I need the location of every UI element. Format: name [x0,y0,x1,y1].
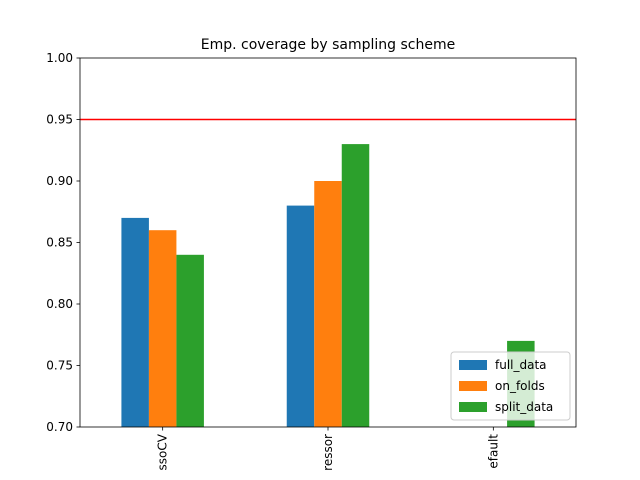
legend-label-on_folds: on_folds [495,379,545,393]
y-tick-label-4: 0.90 [46,174,73,188]
legend-swatch-split_data [459,402,487,412]
chart-title: Emp. coverage by sampling scheme [201,37,455,53]
bar-full_data-0 [121,217,149,427]
y-tick-label-0: 0.70 [46,420,73,434]
bar-full_data-1 [286,205,315,427]
bar-on_folds-0 [148,230,177,427]
bar-split_data-0 [176,254,204,427]
legend-swatch-full_data [459,360,487,370]
legend-label-split_data: split_data [495,400,553,414]
y-tick-label-2: 0.80 [46,297,73,311]
bar-split_data-1 [341,144,370,427]
legend: full_data on_folds split_data [450,351,571,421]
y-tick-label-1: 0.75 [46,359,73,373]
x-tick-label-0: ssoCV [156,433,170,470]
y-tick-label-3: 0.85 [46,236,73,250]
y-tick-label-5: 0.95 [46,113,73,127]
bars-layer [121,144,535,427]
y-tick-label-6: 1.00 [46,51,73,65]
x-tick-label-2: efault [486,434,500,469]
legend-swatch-on_folds [459,381,487,391]
bar-on_folds-1 [314,181,342,427]
legend-label-full_data: full_data [495,358,547,372]
axes-layer: 0.70 0.75 0.80 0.85 0.90 0.95 1.00 ssoCV ressor e… [46,51,577,471]
x-tick-label-1: ressor [321,434,335,471]
